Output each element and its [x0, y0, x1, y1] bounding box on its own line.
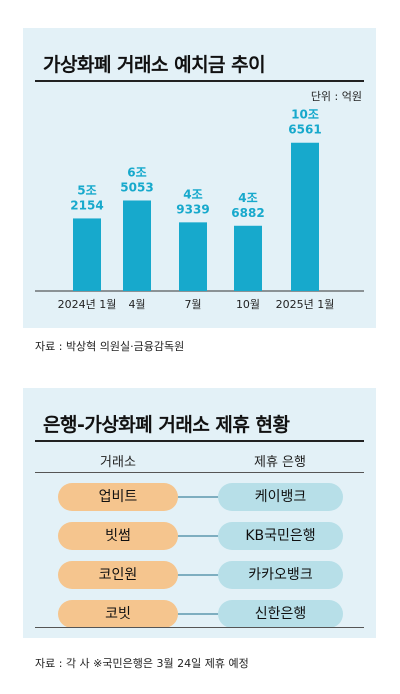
- bar-label-top-0: 5조: [77, 183, 96, 197]
- bar-label-top-3: 4조: [238, 191, 257, 205]
- exchange-coinone: 코인원: [58, 561, 178, 589]
- bar-4: [291, 142, 319, 291]
- bank-column-header: 제휴 은행: [254, 455, 306, 470]
- partnership-title: 은행-가상화폐 거래소 제휴 현황: [43, 414, 290, 436]
- chart-title: 가상화폐 거래소 예치금 추이: [43, 54, 266, 76]
- title-underline: [35, 80, 364, 82]
- bar-label-bottom-1: 5053: [120, 180, 153, 194]
- category-label-1: 4월: [128, 298, 145, 311]
- bar-label-top-4: 10조: [291, 108, 319, 122]
- exchange-column-header: 거래소: [100, 455, 136, 470]
- chart-unit: 단위 : 억원: [310, 90, 362, 103]
- category-label-4: 2025년 1월: [276, 298, 335, 311]
- exchange-korbit: 코빗: [58, 600, 178, 628]
- bar-label-bottom-0: 2154: [70, 198, 103, 212]
- partnership-source: 자료 : 각 사 ※국민은행은 3월 24일 제휴 예정: [35, 657, 249, 670]
- exchange-bithumb: 빗썸: [58, 522, 178, 550]
- category-label-3: 10월: [236, 298, 260, 311]
- bar-label-bottom-3: 6882: [231, 206, 264, 220]
- exchange-upbit: 업비트: [58, 483, 178, 511]
- bar-2: [179, 222, 207, 291]
- bank-kbank: 케이뱅크: [218, 483, 343, 511]
- bar-label-top-2: 4조: [183, 187, 202, 201]
- bank-kb-kookmin: KB국민은행: [218, 522, 343, 550]
- bar-label-bottom-2: 9339: [176, 202, 209, 216]
- table-bottom-line: [35, 627, 364, 628]
- header-divider: [35, 472, 364, 473]
- partnership-title-underline: [35, 440, 364, 442]
- chart-source: 자료 : 박상혁 의원실·금융감독원: [35, 340, 185, 353]
- deposit-chart-panel: 가상화폐 거래소 예치금 추이 단위 : 억원 5조 2154 2024년 1월 6조…: [23, 28, 376, 328]
- bar-label-top-1: 6조: [127, 165, 146, 179]
- bar-0: [73, 218, 101, 291]
- bar-label-bottom-4: 6561: [288, 123, 321, 137]
- category-label-2: 7월: [184, 298, 201, 311]
- bank-kakaobank: 카카오뱅크: [218, 561, 343, 589]
- bar-1: [123, 200, 151, 291]
- bar-3: [234, 225, 262, 291]
- category-label-0: 2024년 1월: [58, 298, 117, 311]
- partnership-panel: 은행-가상화폐 거래소 제휴 현황 거래소 제휴 은행 업비트 케이뱅크 빗썸 …: [23, 388, 376, 638]
- bank-shinhan: 신한은행: [218, 600, 343, 628]
